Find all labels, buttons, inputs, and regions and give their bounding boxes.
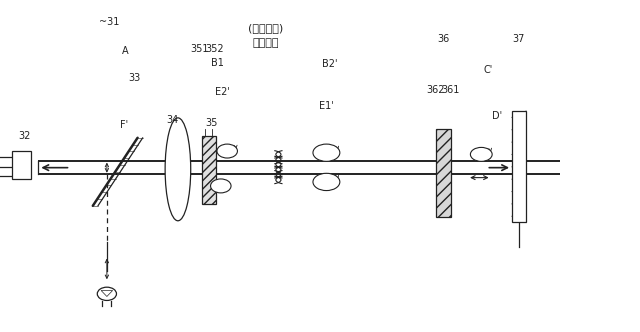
Text: D': D' (492, 111, 502, 121)
Ellipse shape (313, 173, 340, 191)
Text: (複屈折体): (複屈折体) (248, 23, 284, 33)
Ellipse shape (217, 144, 237, 158)
Ellipse shape (97, 287, 116, 300)
Ellipse shape (211, 179, 231, 193)
Bar (12, 151, 31, 179)
Text: A: A (122, 46, 128, 56)
Text: E2': E2' (215, 87, 230, 97)
Text: ~31: ~31 (99, 17, 119, 27)
Text: 34: 34 (166, 115, 179, 124)
Text: 362: 362 (426, 85, 444, 95)
Text: B2': B2' (322, 59, 337, 69)
Text: B1: B1 (211, 58, 224, 68)
Text: 36: 36 (437, 34, 450, 44)
Text: 35: 35 (205, 118, 218, 128)
Text: 37: 37 (512, 34, 525, 44)
Text: F': F' (120, 121, 129, 130)
Polygon shape (101, 290, 113, 296)
Text: E1': E1' (319, 101, 334, 111)
Bar (202, 136, 216, 204)
Text: 33: 33 (128, 73, 141, 83)
Ellipse shape (313, 144, 340, 161)
Text: 351: 351 (191, 44, 209, 54)
Bar (512, 111, 526, 222)
Bar (436, 129, 451, 217)
Ellipse shape (470, 147, 492, 161)
Ellipse shape (165, 118, 191, 221)
Text: 352: 352 (205, 44, 225, 54)
Text: 361: 361 (442, 85, 460, 95)
Text: 検知物体: 検知物体 (252, 38, 279, 48)
Text: 32: 32 (18, 131, 31, 141)
Text: C': C' (483, 65, 492, 75)
